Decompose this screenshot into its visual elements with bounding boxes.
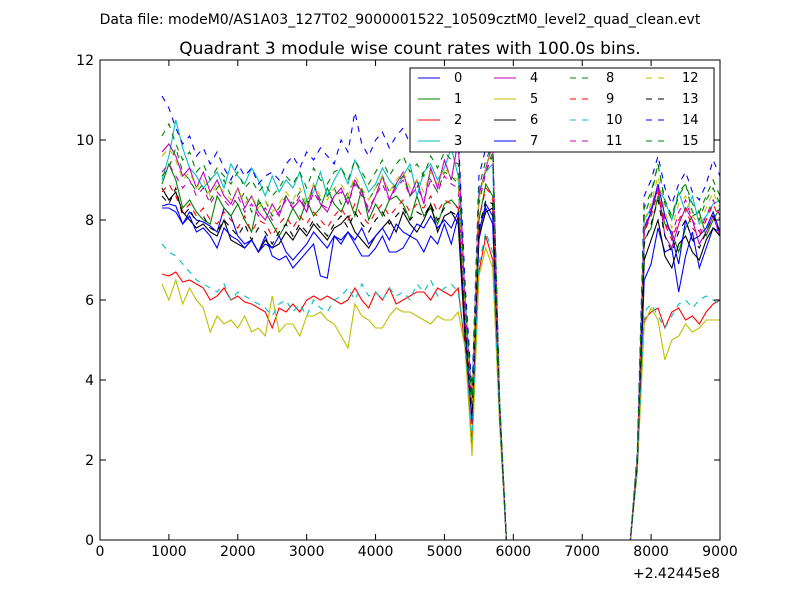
x-tick-label: 3000: [289, 544, 325, 560]
x-tick-label: 6000: [496, 544, 532, 560]
x-tick-label: 7000: [564, 544, 600, 560]
legend-box: [409, 67, 715, 153]
x-tick-label: 5000: [427, 544, 463, 560]
x-tick-label: 9000: [702, 544, 738, 560]
chart-title: Quadrant 3 module wise count rates with …: [179, 39, 640, 59]
data-file-caption: Data file: modeM0/AS1A03_127T02_90000015…: [100, 12, 701, 28]
legend-label-1: 1: [454, 92, 462, 107]
legend-label-8: 8: [606, 71, 614, 86]
legend-label-2: 2: [454, 113, 462, 128]
series-line-14: [161, 95, 720, 540]
x-axis-offset-label: +2.42445e8: [633, 566, 720, 582]
legend-label-7: 7: [530, 134, 538, 149]
legend-label-3: 3: [454, 134, 462, 149]
legend-label-6: 6: [530, 113, 538, 128]
y-tick-label: 10: [76, 133, 94, 149]
legend-label-14: 14: [682, 113, 699, 128]
legend-label-13: 13: [682, 92, 699, 107]
series-line-8: [161, 146, 720, 540]
series-layer: [161, 95, 720, 540]
axis-ticks: 0 1000 2000 3000 4000 5000 6000 7000 8000 9000 0 2 4…: [76, 53, 738, 560]
legend-label-11: 11: [606, 134, 623, 149]
y-tick-label: 6: [85, 293, 94, 309]
series-line-2: [161, 235, 720, 540]
y-tick-label: 2: [85, 453, 94, 469]
x-tick-label: 1000: [151, 544, 187, 560]
series-line-5: [161, 246, 720, 540]
legend-label-12: 12: [682, 71, 699, 86]
x-tick-label: 0: [96, 544, 105, 560]
series-line-9: [161, 183, 720, 540]
legend-label-9: 9: [606, 92, 614, 107]
legend-label-15: 15: [682, 134, 699, 149]
legend-label-0: 0: [454, 71, 462, 86]
plot-frame: [99, 59, 721, 541]
series-line-10: [161, 229, 720, 540]
legend-label-4: 4: [530, 71, 538, 86]
x-tick-label: 2000: [220, 544, 256, 560]
legend-label-10: 10: [606, 113, 623, 128]
y-tick-label: 4: [85, 373, 94, 389]
legend-label-5: 5: [530, 92, 538, 107]
x-tick-label: 8000: [633, 544, 669, 560]
y-tick-label: 0: [85, 533, 94, 549]
x-tick-label: 4000: [358, 544, 394, 560]
y-tick-label: 12: [76, 53, 94, 69]
y-tick-label: 8: [85, 213, 94, 229]
